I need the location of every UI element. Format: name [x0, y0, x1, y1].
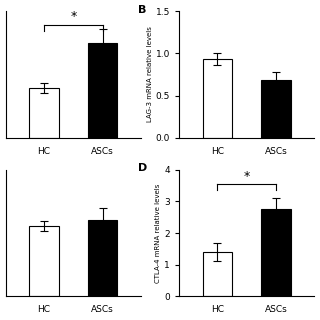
Bar [261, 80, 291, 138]
Y-axis label: CTLA-4 mRNA relative levels: CTLA-4 mRNA relative levels [156, 183, 161, 283]
Bar [203, 59, 232, 138]
Bar [261, 209, 291, 296]
Text: *: * [70, 11, 76, 23]
Bar [88, 43, 117, 138]
Bar [88, 220, 117, 296]
Text: D: D [138, 164, 148, 173]
Bar [29, 88, 59, 138]
Bar [203, 252, 232, 296]
Y-axis label: LAG-3 mRNA relative levels: LAG-3 mRNA relative levels [147, 27, 153, 123]
Text: B: B [138, 5, 147, 15]
Bar [29, 226, 59, 296]
Text: *: * [244, 170, 250, 183]
